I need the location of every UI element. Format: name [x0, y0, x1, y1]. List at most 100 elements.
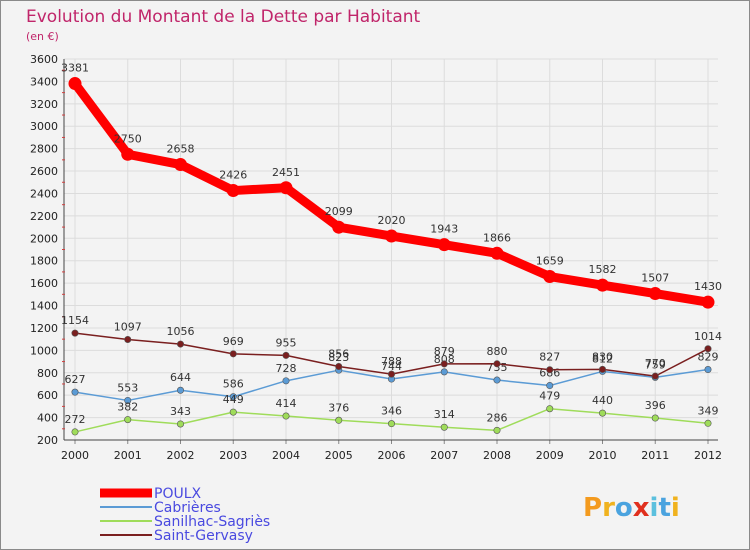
data-label: 770 [645, 357, 666, 370]
legend-item: Saint-Gervasy [100, 528, 253, 544]
data-label: 414 [276, 397, 297, 410]
y-tick-label: 2000 [30, 232, 58, 245]
data-point [71, 428, 79, 436]
series-poulx: 3381 2750 2658 2426 2451 2099 2020 1943 1866 1659… [61, 62, 722, 309]
data-label: 644 [170, 371, 191, 384]
data-label: 343 [170, 405, 191, 418]
series-group: 6275536445867288237448087356868127598292… [61, 62, 722, 436]
logo-letter: r [602, 493, 615, 523]
logo-letter: P [583, 493, 602, 523]
proxiti-logo: Proxiti [583, 493, 680, 523]
data-label: 2451 [272, 166, 300, 179]
data-label: 440 [592, 394, 613, 407]
y-tick-label: 3600 [30, 53, 58, 66]
x-tick-label: 2008 [483, 449, 511, 462]
data-label: 2426 [219, 169, 247, 182]
data-label: 808 [434, 353, 455, 366]
data-point [71, 388, 79, 396]
data-point [282, 351, 290, 359]
legend-item: Cabrières [100, 500, 221, 516]
x-tick-label: 2002 [167, 449, 195, 462]
data-point [437, 238, 451, 252]
data-label: 553 [117, 381, 138, 394]
data-point [543, 270, 557, 284]
data-label: 879 [434, 345, 455, 358]
y-tick-label: 400 [37, 412, 58, 425]
data-point [71, 329, 79, 337]
data-label: 744 [381, 360, 402, 373]
y-tick-label: 3400 [30, 75, 58, 88]
y-tick-label: 200 [37, 434, 58, 447]
chart-subtitle: (en €) [26, 30, 59, 43]
data-point [387, 420, 395, 428]
data-label: 1014 [694, 330, 722, 343]
x-tick-label: 2010 [589, 449, 617, 462]
data-label: 396 [645, 399, 666, 412]
data-point [387, 370, 395, 378]
data-point [493, 360, 501, 368]
data-point [124, 416, 132, 424]
data-label: 812 [592, 352, 613, 365]
data-label: 314 [434, 408, 455, 421]
data-label: 759 [645, 358, 666, 371]
data-point [121, 147, 135, 161]
data-label: 3381 [61, 62, 89, 75]
data-point [174, 158, 187, 172]
data-point [704, 345, 712, 353]
logo-text: Proxiti [583, 493, 680, 523]
data-point [704, 419, 712, 427]
data-point [648, 287, 662, 301]
data-label: 969 [223, 335, 244, 348]
y-tick-label: 800 [37, 367, 58, 380]
data-label: 788 [381, 355, 402, 368]
x-tick-label: 2003 [219, 449, 247, 462]
logo-letter: i [671, 493, 680, 523]
data-point [598, 365, 606, 373]
logo-letter: i [650, 493, 659, 523]
data-label: 827 [539, 351, 560, 364]
data-point [598, 409, 606, 417]
data-label: 880 [487, 345, 508, 358]
logo-letter: x [633, 493, 650, 523]
series-sanilhac-sagri-s: 272 382 343 449 414 376 346 314 286 479 440 396 349 [65, 390, 719, 436]
data-label: 830 [592, 350, 613, 363]
data-label: 272 [65, 413, 86, 426]
data-label: 479 [539, 390, 560, 403]
grid-lines [64, 58, 718, 441]
data-point [226, 184, 240, 198]
y-tick-label: 1200 [30, 322, 58, 335]
series-saint-gervasy: 1154 1097 1056 969 955 856 788 879 880 827 830 770 1… [61, 314, 722, 380]
data-point [335, 416, 343, 424]
y-tick-label: 2200 [30, 210, 58, 223]
y-tick-label: 3200 [30, 98, 58, 111]
y-tick-label: 1000 [30, 344, 58, 357]
x-tick-label: 2001 [114, 449, 142, 462]
y-tick-label: 3000 [30, 120, 58, 133]
data-point [493, 426, 501, 434]
data-label: 1582 [589, 263, 617, 276]
y-tick-label: 2400 [30, 187, 58, 200]
data-label: 856 [328, 347, 349, 360]
data-label: 382 [117, 401, 138, 414]
y-tick-label: 1800 [30, 255, 58, 268]
data-label: 346 [381, 405, 402, 418]
data-point [229, 393, 237, 401]
data-label: 449 [223, 393, 244, 406]
data-label: 728 [276, 362, 297, 375]
data-point [177, 386, 185, 394]
data-label: 1943 [430, 223, 458, 236]
legend-item: Sanilhac-Sagriès [100, 514, 270, 530]
y-tick-label: 2800 [30, 143, 58, 156]
data-label: 2750 [114, 132, 142, 145]
legend: POULXCabrièresSanilhac-SagrièsSaint-Gerv… [100, 486, 270, 544]
x-tick-label: 2000 [61, 449, 89, 462]
data-point [332, 220, 346, 234]
data-label: 1866 [483, 231, 511, 244]
data-label: 349 [698, 404, 719, 417]
legend-label: Saint-Gervasy [154, 528, 253, 544]
data-label: 955 [276, 336, 297, 349]
series-cabri-res: 627553644586728823744808735686812759829 [65, 351, 719, 404]
data-point [177, 420, 185, 428]
data-label: 1154 [61, 314, 89, 327]
